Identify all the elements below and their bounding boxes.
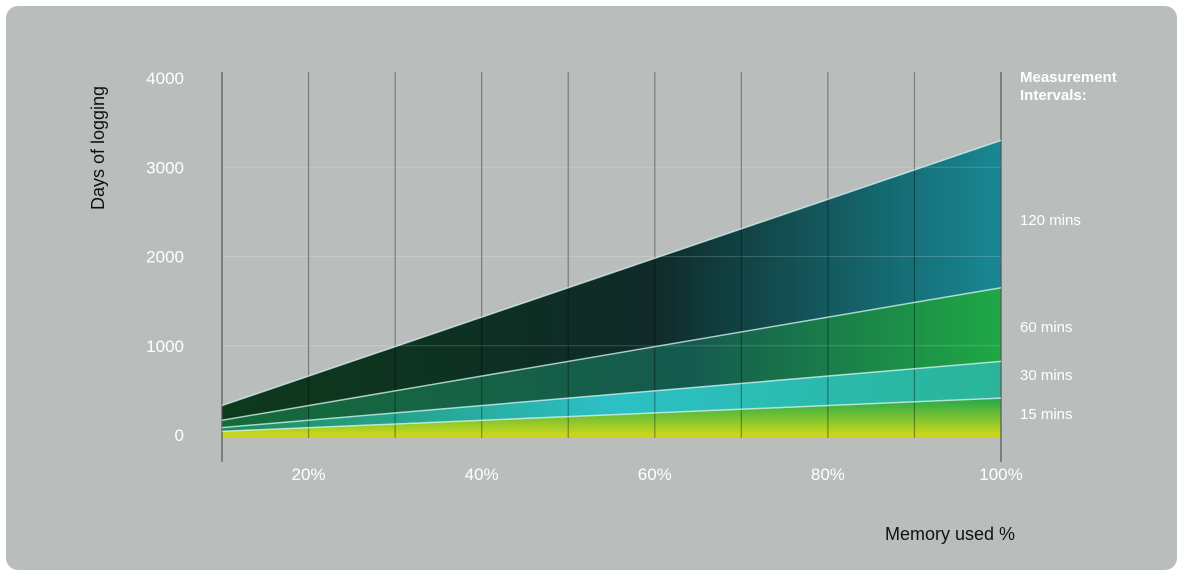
y-tick-label: 2000 [146,248,184,267]
baseline-strip [222,433,1001,437]
x-tick-label: 60% [638,465,672,484]
y-axis-label: Days of logging [88,86,108,210]
legend-entry-60-mins: 60 mins [1020,319,1073,336]
band-30-mins [222,361,1001,432]
y-tick-label: 3000 [146,158,184,177]
legend-entry-30-mins: 30 mins [1020,367,1073,384]
x-tick-label: 100% [979,465,1022,484]
legend-entry-120-mins: 120 mins [1020,212,1081,229]
y-tick-label: 0 [175,426,184,445]
band-60-mins [222,287,1001,428]
legend-title-line-1: Measurement [1020,69,1117,86]
series-line-30-mins [221,360,1002,429]
series-line-15-mins [221,397,1002,433]
x-tick-label: 20% [292,465,326,484]
x-tick-label: 80% [811,465,845,484]
series-line-120-mins [221,139,1002,407]
y-tick-label: 4000 [146,69,184,88]
series-line-60-mins [221,286,1002,422]
legend-title: Measurement Intervals: [1020,69,1121,104]
legend-entry-15-mins: 15 mins [1020,406,1073,423]
band-120-mins [222,140,1001,421]
legend-title-line-2: Intervals: [1020,87,1087,104]
x-tick-label: 40% [465,465,499,484]
y-tick-label: 1000 [146,337,184,356]
x-axis-label: Memory used % [885,524,1015,544]
band-15-mins [222,398,1001,435]
